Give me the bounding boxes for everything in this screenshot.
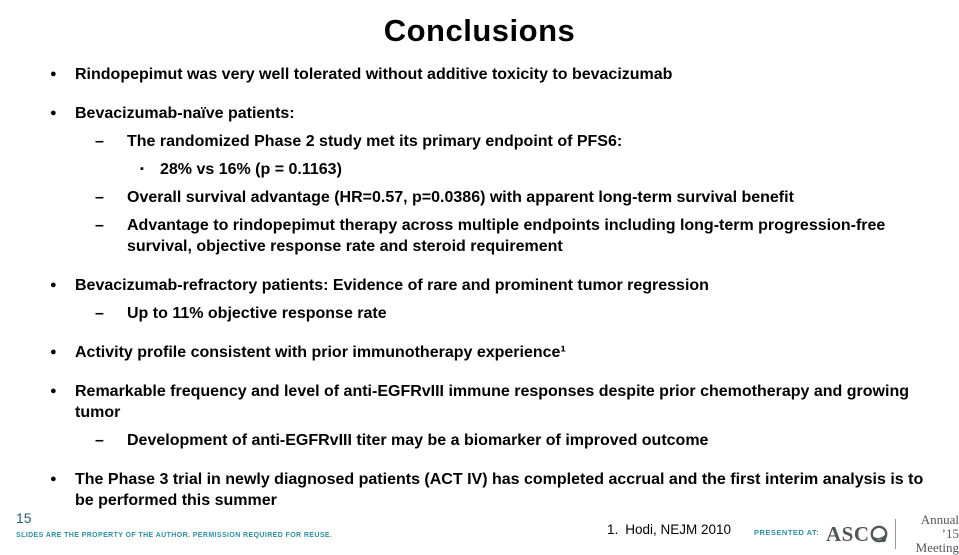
bullet-text: Bevacizumab-naïve patients: [75,103,935,124]
logo-divider [895,519,896,549]
bullet-disc-icon: ● [50,469,75,490]
annual-line2: Meeting [902,541,959,555]
bullet-text: Overall survival advantage (HR=0.57, p=0… [127,187,935,208]
annual-meeting-text: Annual ’15 Meeting [902,513,959,555]
footnote-text: Hodi, NEJM 2010 [625,522,731,537]
page-title: Conclusions [0,13,959,49]
sub-bullet-item: – Development of anti-EGFRvIII titer may… [0,430,959,451]
bullet-disc-icon: ● [50,275,75,296]
bullet-disc-icon: ● [50,381,75,402]
bullet-text: The Phase 3 trial in newly diagnosed pat… [75,469,935,511]
bullet-item: ● Activity profile consistent with prior… [0,342,959,363]
bullet-dash-icon: – [95,303,127,324]
copyright-disclaimer: SLIDES ARE THE PROPERTY OF THE AUTHOR. P… [16,532,332,539]
bullet-item: ● Remarkable frequency and level of anti… [0,381,959,423]
footnote-number: 1. [607,522,618,537]
bullet-text: Activity profile consistent with prior i… [75,342,935,363]
bullet-text: The randomized Phase 2 study met its pri… [127,131,935,152]
sub-bullet-item: – The randomized Phase 2 study met its p… [0,131,959,152]
bullet-item: ● The Phase 3 trial in newly diagnosed p… [0,469,959,511]
bullet-text: 28% vs 16% (p = 0.1163) [160,159,935,180]
asco-logo: ASC Annual ’15 Meeting [826,513,959,555]
bullet-disc-icon: ● [50,342,75,363]
page-number: 15 [16,510,32,526]
sub-bullet-item: – Up to 11% objective response rate [0,303,959,324]
sub-bullet-item: – Overall survival advantage (HR=0.57, p… [0,187,959,208]
annual-line1: Annual ’15 [902,513,959,541]
bullet-dash-icon: – [95,215,127,236]
asco-globe-icon [868,524,890,546]
bullet-text: Bevacizumab-refractory patients: Evidenc… [75,275,935,296]
bullet-text: Remarkable frequency and level of anti-E… [75,381,935,423]
footnote-reference: 1. Hodi, NEJM 2010 [607,522,731,537]
sub-bullet-item: – Advantage to rindopepimut therapy acro… [0,215,959,257]
bullet-item: ● Bevacizumab-naïve patients: [0,103,959,124]
asco-wordmark-text: ASC [826,522,870,547]
asco-wordmark: ASC [826,522,890,547]
bullet-item: ● Bevacizumab-refractory patients: Evide… [0,275,959,296]
sub-sub-bullet-item: ▪ 28% vs 16% (p = 0.1163) [0,159,959,180]
bullet-dash-icon: – [95,430,127,451]
bullet-item: ● Rindopepimut was very well tolerated w… [0,64,959,85]
conclusions-list: ● Rindopepimut was very well tolerated w… [0,64,959,511]
bullet-text: Up to 11% objective response rate [127,303,935,324]
presented-at-label: PRESENTED AT: [754,528,819,537]
bullet-disc-icon: ● [50,103,75,124]
bullet-dash-icon: – [95,131,127,152]
bullet-dash-icon: – [95,187,127,208]
bullet-disc-icon: ● [50,64,75,85]
bullet-text: Development of anti-EGFRvIII titer may b… [127,430,935,451]
bullet-text: Advantage to rindopepimut therapy across… [127,215,935,257]
bullet-square-icon: ▪ [140,159,160,180]
bullet-text: Rindopepimut was very well tolerated wit… [75,64,935,85]
